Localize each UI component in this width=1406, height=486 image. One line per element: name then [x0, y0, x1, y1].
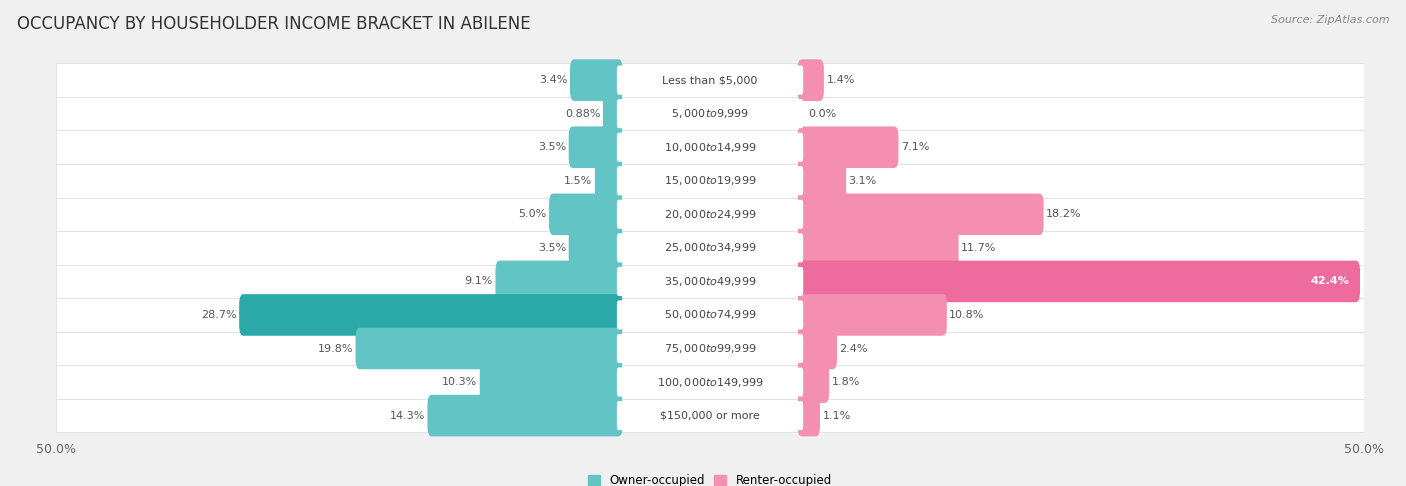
- FancyBboxPatch shape: [617, 66, 803, 95]
- FancyBboxPatch shape: [797, 227, 959, 269]
- Text: $25,000 to $34,999: $25,000 to $34,999: [664, 242, 756, 254]
- FancyBboxPatch shape: [56, 63, 1364, 97]
- FancyBboxPatch shape: [56, 197, 1364, 231]
- FancyBboxPatch shape: [797, 59, 824, 101]
- FancyBboxPatch shape: [617, 133, 803, 162]
- FancyBboxPatch shape: [617, 233, 803, 262]
- Text: Less than $5,000: Less than $5,000: [662, 75, 758, 85]
- FancyBboxPatch shape: [617, 401, 803, 430]
- FancyBboxPatch shape: [595, 160, 623, 202]
- Text: $5,000 to $9,999: $5,000 to $9,999: [671, 107, 749, 120]
- FancyBboxPatch shape: [797, 193, 1043, 235]
- FancyBboxPatch shape: [56, 164, 1364, 197]
- FancyBboxPatch shape: [550, 193, 623, 235]
- FancyBboxPatch shape: [56, 365, 1364, 399]
- FancyBboxPatch shape: [356, 328, 623, 369]
- FancyBboxPatch shape: [56, 231, 1364, 265]
- FancyBboxPatch shape: [239, 294, 623, 336]
- Text: 3.5%: 3.5%: [538, 142, 567, 152]
- FancyBboxPatch shape: [797, 126, 898, 168]
- Text: 9.1%: 9.1%: [464, 277, 494, 286]
- Text: $150,000 or more: $150,000 or more: [661, 411, 759, 420]
- Text: 28.7%: 28.7%: [201, 310, 236, 320]
- Text: 1.4%: 1.4%: [827, 75, 855, 85]
- FancyBboxPatch shape: [56, 298, 1364, 332]
- Text: OCCUPANCY BY HOUSEHOLDER INCOME BRACKET IN ABILENE: OCCUPANCY BY HOUSEHOLDER INCOME BRACKET …: [17, 15, 530, 33]
- Text: 1.5%: 1.5%: [564, 176, 592, 186]
- Text: 11.7%: 11.7%: [962, 243, 997, 253]
- FancyBboxPatch shape: [56, 332, 1364, 365]
- Legend: Owner-occupied, Renter-occupied: Owner-occupied, Renter-occupied: [583, 469, 837, 486]
- FancyBboxPatch shape: [56, 265, 1364, 298]
- Text: Source: ZipAtlas.com: Source: ZipAtlas.com: [1271, 15, 1389, 25]
- FancyBboxPatch shape: [56, 97, 1364, 130]
- Text: 1.8%: 1.8%: [831, 377, 860, 387]
- Text: $15,000 to $19,999: $15,000 to $19,999: [664, 174, 756, 187]
- Text: 42.4%: 42.4%: [1310, 277, 1350, 286]
- Text: 3.1%: 3.1%: [849, 176, 877, 186]
- FancyBboxPatch shape: [617, 334, 803, 363]
- FancyBboxPatch shape: [479, 361, 623, 403]
- Text: 18.2%: 18.2%: [1046, 209, 1081, 219]
- FancyBboxPatch shape: [797, 294, 946, 336]
- Text: 0.88%: 0.88%: [565, 109, 600, 119]
- Text: 3.4%: 3.4%: [538, 75, 568, 85]
- FancyBboxPatch shape: [603, 93, 623, 135]
- FancyBboxPatch shape: [617, 200, 803, 229]
- FancyBboxPatch shape: [617, 367, 803, 397]
- Text: 3.5%: 3.5%: [538, 243, 567, 253]
- FancyBboxPatch shape: [797, 160, 846, 202]
- FancyBboxPatch shape: [797, 361, 830, 403]
- FancyBboxPatch shape: [427, 395, 623, 436]
- Text: $10,000 to $14,999: $10,000 to $14,999: [664, 141, 756, 154]
- FancyBboxPatch shape: [797, 328, 837, 369]
- Text: 0.0%: 0.0%: [808, 109, 837, 119]
- Text: 5.0%: 5.0%: [519, 209, 547, 219]
- Text: $75,000 to $99,999: $75,000 to $99,999: [664, 342, 756, 355]
- FancyBboxPatch shape: [569, 59, 623, 101]
- FancyBboxPatch shape: [56, 130, 1364, 164]
- Text: 10.8%: 10.8%: [949, 310, 984, 320]
- Text: 2.4%: 2.4%: [839, 344, 868, 353]
- Text: $50,000 to $74,999: $50,000 to $74,999: [664, 309, 756, 321]
- FancyBboxPatch shape: [797, 260, 1360, 302]
- FancyBboxPatch shape: [568, 126, 623, 168]
- Text: 19.8%: 19.8%: [318, 344, 353, 353]
- FancyBboxPatch shape: [56, 399, 1364, 433]
- Text: 10.3%: 10.3%: [441, 377, 477, 387]
- Text: $35,000 to $49,999: $35,000 to $49,999: [664, 275, 756, 288]
- FancyBboxPatch shape: [797, 395, 820, 436]
- Text: 1.1%: 1.1%: [823, 411, 851, 420]
- FancyBboxPatch shape: [617, 99, 803, 128]
- FancyBboxPatch shape: [617, 300, 803, 330]
- Text: $20,000 to $24,999: $20,000 to $24,999: [664, 208, 756, 221]
- Text: 14.3%: 14.3%: [389, 411, 425, 420]
- FancyBboxPatch shape: [495, 260, 623, 302]
- Text: $100,000 to $149,999: $100,000 to $149,999: [657, 376, 763, 388]
- Text: 7.1%: 7.1%: [901, 142, 929, 152]
- FancyBboxPatch shape: [568, 227, 623, 269]
- FancyBboxPatch shape: [617, 166, 803, 195]
- FancyBboxPatch shape: [617, 267, 803, 296]
